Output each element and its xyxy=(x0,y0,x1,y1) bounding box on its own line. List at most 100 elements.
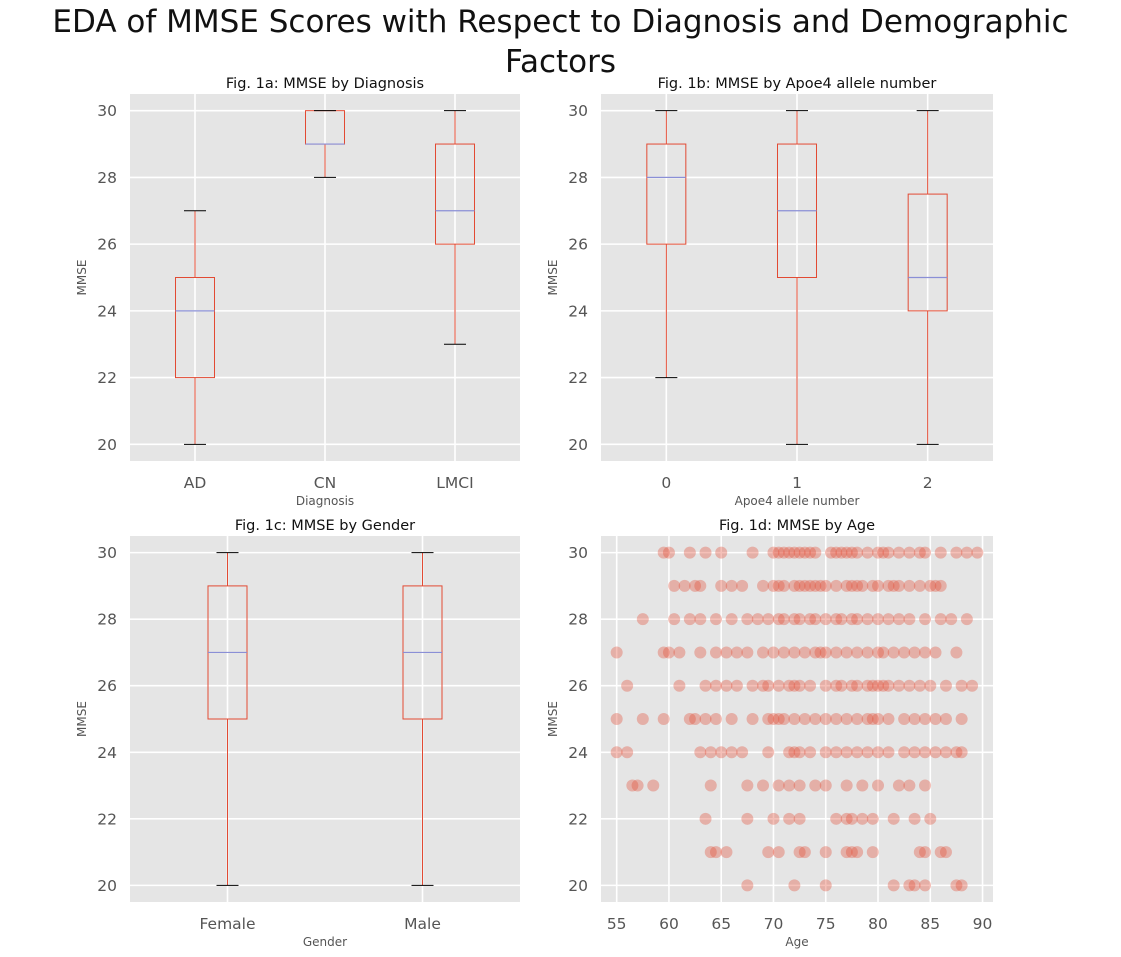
scatter-point xyxy=(767,646,780,659)
scatter-point xyxy=(694,746,707,759)
scatter-point xyxy=(960,613,973,626)
scatter-point xyxy=(699,679,712,692)
x-tick-label: LMCI xyxy=(436,474,473,492)
scatter-point xyxy=(725,579,738,592)
scatter-point xyxy=(872,546,885,559)
scatter-point xyxy=(678,579,691,592)
scatter-point xyxy=(840,713,853,725)
scatter-point xyxy=(777,646,790,659)
scatter-point xyxy=(866,812,879,825)
scatter-point xyxy=(845,579,858,592)
y-tick-label: 20 xyxy=(97,436,117,454)
scatter-point xyxy=(762,746,775,759)
scatter-point xyxy=(715,546,728,559)
scatter-point xyxy=(757,779,770,792)
scatter-point xyxy=(683,546,696,559)
y-axis-label: MMSE xyxy=(546,701,560,737)
scatter-point xyxy=(804,546,817,559)
scatter-point xyxy=(694,613,707,626)
scatter-point xyxy=(856,579,869,592)
scatter-point xyxy=(720,646,733,659)
scatter-point xyxy=(924,812,937,825)
scatter-point xyxy=(840,579,853,592)
y-tick-label: 26 xyxy=(568,236,588,254)
y-tick-label: 28 xyxy=(97,169,117,187)
plot-area xyxy=(601,536,993,902)
scatter-point xyxy=(934,613,947,626)
scatter-point xyxy=(830,679,843,692)
scatter-point xyxy=(793,746,806,759)
panel-fig-1c: 20 22 24 26 28 30 Female Male Fig. 1c: MMSE by G… xyxy=(75,518,520,949)
scatter-point xyxy=(657,713,670,725)
y-axis-label: MMSE xyxy=(75,701,89,737)
scatter-point xyxy=(939,679,952,692)
scatter-point xyxy=(861,679,874,692)
scatter-point xyxy=(777,579,790,592)
y-tick-label: 22 xyxy=(97,369,117,387)
scatter-point xyxy=(830,746,843,759)
scatter-point xyxy=(814,579,827,592)
scatter-point xyxy=(919,613,932,626)
scatter-point xyxy=(908,646,921,659)
scatter-point xyxy=(683,613,696,626)
scatter-point xyxy=(767,713,780,725)
scatter-point xyxy=(934,846,947,859)
scatter-point xyxy=(804,679,817,692)
scatter-point xyxy=(793,546,806,559)
scatter-point xyxy=(851,713,864,725)
scatter-point xyxy=(793,613,806,626)
scatter-point xyxy=(866,846,879,859)
scatter-point xyxy=(872,613,885,626)
scatter-point xyxy=(746,546,759,559)
scatter-point xyxy=(772,679,785,692)
scatter-point xyxy=(892,546,905,559)
scatter-point xyxy=(966,679,979,692)
scatter-point xyxy=(908,812,921,825)
scatter-point xyxy=(903,879,916,892)
scatter-point xyxy=(762,713,775,725)
scatter-point xyxy=(872,679,885,692)
scatter-point xyxy=(840,812,853,825)
scatter-point xyxy=(861,746,874,759)
scatter-point xyxy=(872,779,885,792)
scatter-point xyxy=(913,546,926,559)
scatter-point xyxy=(772,846,785,859)
scatter-point xyxy=(736,579,749,592)
scatter-point xyxy=(636,713,649,725)
iqr-box xyxy=(175,277,215,379)
scatter-point xyxy=(892,579,905,592)
scatter-point xyxy=(772,779,785,792)
box-cn xyxy=(305,110,345,178)
scatter-point xyxy=(709,713,722,725)
scatter-point xyxy=(845,846,858,859)
x-axis-label: Diagnosis xyxy=(296,494,354,508)
scatter-point xyxy=(699,713,712,725)
scatter-point xyxy=(720,846,733,859)
scatter-point xyxy=(793,679,806,692)
scatter-point xyxy=(840,546,853,559)
scatter-point xyxy=(861,646,874,659)
scatter-point xyxy=(798,579,811,592)
y-tick-label: 24 xyxy=(568,302,588,320)
scatter-point xyxy=(709,679,722,692)
scatter-point xyxy=(835,546,848,559)
scatter-point xyxy=(898,646,911,659)
scatter-point xyxy=(939,746,952,759)
y-tick-label: 22 xyxy=(568,810,588,828)
scatter-point xyxy=(741,646,754,659)
scatter-point xyxy=(772,546,785,559)
scatter-point xyxy=(741,812,754,825)
scatter-point xyxy=(934,546,947,559)
scatter-point xyxy=(709,846,722,859)
scatter-point xyxy=(851,646,864,659)
scatter-point xyxy=(840,746,853,759)
scatter-point xyxy=(809,646,822,659)
scatter-point xyxy=(919,713,932,725)
x-tick-label: 1 xyxy=(792,474,802,492)
scatter-point xyxy=(819,679,832,692)
y-tick-label: 28 xyxy=(568,169,588,187)
scatter-point xyxy=(751,613,764,626)
scatter-point xyxy=(715,746,728,759)
scatter-point xyxy=(788,546,801,559)
scatter-point xyxy=(798,546,811,559)
